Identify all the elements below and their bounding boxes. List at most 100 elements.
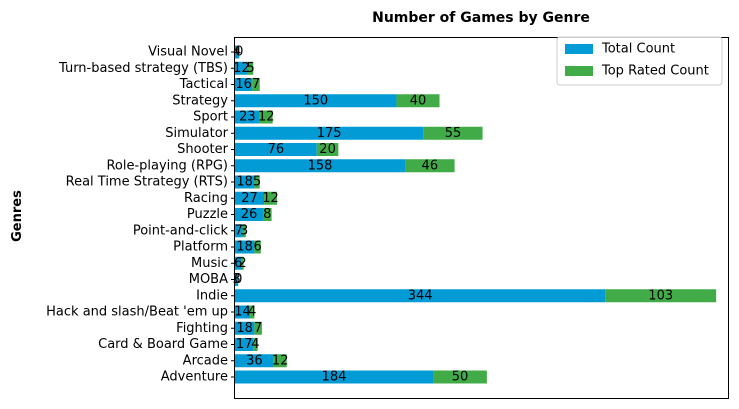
label-top-rated-indie: 103 [648,288,673,303]
bar-top-rated-hack-and-slash-beat-em-up [250,305,255,319]
bar-top-rated-shooter [316,143,339,156]
label-total-point-and-click: 7 [235,223,243,238]
bars-layer [235,45,717,384]
label-top-rated-point-and-click: 3 [240,223,248,238]
category-label-fighting: Fighting [176,321,228,336]
category-label-visual-novel: Visual Novel [148,45,228,60]
bar-top-rated-strategy [396,94,440,108]
bar-total-moba [235,273,239,286]
bar-total-role-playing-rpg [235,159,406,173]
label-total-sport: 23 [239,110,256,125]
bar-top-rated-point-and-click [242,224,246,238]
label-total-arcade: 36 [246,353,263,368]
bar-top-rated-simulator [423,126,483,140]
label-top-rated-real-time-strategy-rts: 5 [253,175,261,190]
category-label-moba: MOBA [189,272,228,287]
bar-total-indie [235,289,606,303]
bar-top-rated-platform [254,240,261,254]
label-total-music: 6 [234,256,242,271]
bar-total-turn-based-strategy-tbs [235,61,248,75]
label-total-strategy: 150 [303,93,328,108]
label-total-adventure: 184 [322,370,347,385]
bar-total-hack-and-slash-beat-em-up [235,305,251,319]
category-label-adventure: Adventure [161,370,228,385]
label-total-moba: 3 [232,272,240,287]
category-label-turn-based-strategy-tbs: Turn-based strategy (TBS) [58,61,228,76]
category-label-tactical: Tactical [179,77,228,92]
bar-total-tactical [235,78,253,91]
bar-total-visual-novel [235,45,240,59]
bar-top-rated-tactical [252,78,260,91]
bar-total-adventure [235,370,434,384]
bar-total-music [235,256,242,270]
bar-top-rated-fighting [254,321,262,335]
bar-top-rated-racing [264,191,277,205]
label-total-tactical: 16 [235,77,252,92]
bar-total-fighting [235,321,255,335]
label-total-indie: 344 [408,288,433,303]
bar-total-sport [235,110,260,124]
bar-top-rated-music [241,256,244,270]
bar-top-rated-arcade [273,354,287,368]
label-top-rated-tactical: 7 [252,77,260,92]
label-top-rated-visual-novel: 0 [235,45,243,60]
legend-label-top-rated-count: Top Rated Count [601,64,709,79]
label-top-rated-strategy: 40 [410,93,427,108]
category-label-role-playing-rpg: Role-playing (RPG) [106,158,228,173]
category-label-shooter: Shooter [177,142,228,157]
plot-frame [234,37,729,399]
bar-top-rated-sport [259,110,273,124]
bar-top-rated-adventure [433,370,487,384]
bar-top-rated-puzzle [262,208,272,221]
label-top-rated-sport: 12 [258,110,275,125]
bar-top-rated-indie [605,289,717,303]
label-top-rated-fighting: 7 [254,321,262,336]
category-label-real-time-strategy-rts: Real Time Strategy (RTS) [66,175,228,190]
bar-total-puzzle [235,208,263,221]
bar-total-strategy [235,94,397,108]
label-top-rated-simulator: 55 [445,126,462,141]
bar-total-platform [235,240,255,254]
category-label-platform: Platform [173,240,228,255]
label-total-hack-and-slash-beat-em-up: 14 [234,305,251,320]
category-label-strategy: Strategy [172,93,228,108]
label-top-rated-arcade: 12 [272,353,289,368]
bar-top-rated-role-playing-rpg [405,159,455,173]
label-total-role-playing-rpg: 158 [308,158,333,173]
category-label-music: Music [191,256,228,271]
bar-top-rated-real-time-strategy-rts [254,175,260,189]
category-label-puzzle: Puzzle [187,207,228,222]
label-top-rated-moba: 0 [234,272,242,287]
label-total-real-time-strategy-rts: 18 [236,175,253,190]
bar-total-simulator [235,126,424,140]
label-top-rated-hack-and-slash-beat-em-up: 4 [248,305,256,320]
bar-total-arcade [235,354,274,368]
label-total-shooter: 76 [268,142,285,157]
bar-top-rated-turn-based-strategy-tbs [247,61,254,75]
category-label-simulator: Simulator [165,126,228,141]
label-top-rated-adventure: 50 [452,370,469,385]
label-total-simulator: 175 [317,126,342,141]
label-top-rated-platform: 6 [253,240,261,255]
label-total-racing: 27 [241,191,258,206]
label-top-rated-shooter: 20 [319,142,336,157]
label-total-card-board-game: 17 [236,337,253,352]
label-top-rated-role-playing-rpg: 46 [422,158,439,173]
bar-total-real-time-strategy-rts [235,175,255,189]
category-label-card-board-game: Card & Board Game [98,337,228,352]
label-top-rated-turn-based-strategy-tbs: 5 [246,61,254,76]
category-label-racing: Racing [184,191,228,206]
legend-label-total-count: Total Count [601,42,675,57]
chart-title: Number of Games by Genre [372,10,590,26]
category-label-sport: Sport [193,110,228,125]
category-label-point-and-click: Point-and-click [133,223,229,238]
bar-total-card-board-game [235,338,254,351]
label-top-rated-card-board-game: 4 [251,337,259,352]
bar-top-rated-card-board-game [253,338,258,351]
label-total-fighting: 18 [236,321,253,336]
legend-swatch-total-count [565,44,593,54]
